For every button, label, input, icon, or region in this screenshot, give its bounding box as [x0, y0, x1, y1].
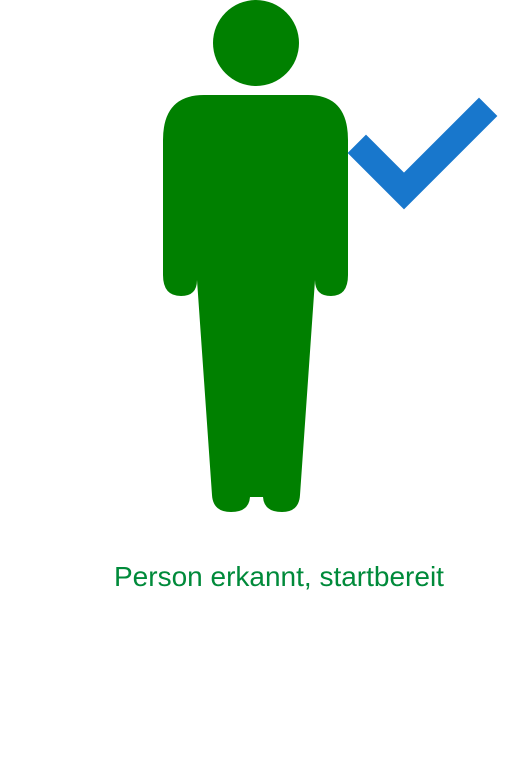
status-message: Person erkannt, startbereit [114, 561, 444, 592]
person-detected-illustration [163, 0, 498, 512]
checkmark-icon [347, 97, 498, 210]
person-standing-icon [163, 0, 348, 512]
